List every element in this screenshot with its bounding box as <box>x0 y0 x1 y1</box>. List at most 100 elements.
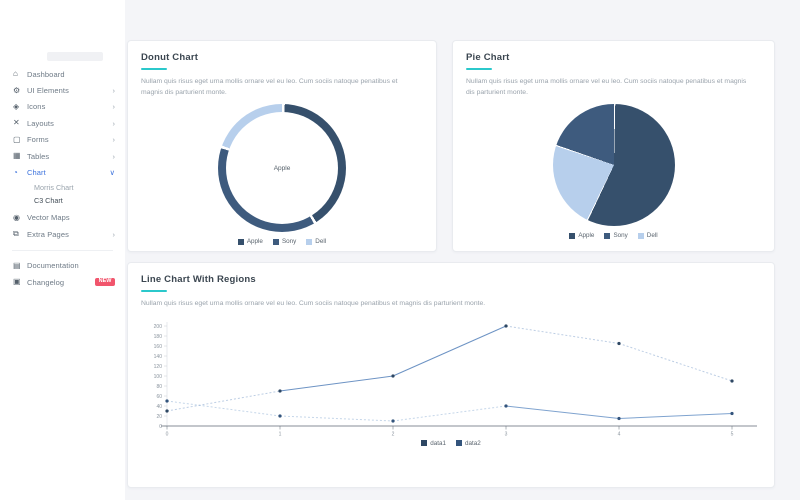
y-tick-label: 140 <box>154 353 163 359</box>
pie-chart-card: Pie Chart Nullam quis risus eget urna mo… <box>452 40 775 252</box>
data-point-data1[interactable] <box>165 408 169 413</box>
pie-legend: Apple Sony Dell <box>466 232 761 239</box>
legend-item-dell[interactable]: Dell <box>637 232 658 240</box>
data-point-data2[interactable] <box>391 418 395 423</box>
series-segment-data2 <box>618 412 733 419</box>
x-tick-label: 2 <box>392 431 395 437</box>
sidebar-item-documentation[interactable]: ▤ Documentation <box>0 258 125 274</box>
legend-item-sony[interactable]: Sony <box>604 232 628 240</box>
legend-label: data2 <box>465 439 481 447</box>
sidebar-item-label: Dashboard <box>27 69 65 79</box>
tables-icon: ▦ <box>13 151 21 161</box>
sidebar-item-changelog[interactable]: ▣ Changelog NEW <box>0 274 125 290</box>
forms-icon: ▢ <box>13 134 21 144</box>
sidebar-item-ui-elements[interactable]: ⚙ UI Elements › <box>0 82 125 98</box>
sidebar-item-label: Chart <box>27 168 46 178</box>
sidebar-nav: ⌂ Dashboard ⚙ UI Elements › ◈ Icons › ✕ Layouts › ▢… <box>0 66 125 290</box>
title-underline <box>141 290 167 292</box>
chevron-right-icon: › <box>112 229 116 239</box>
legend-label: Dell <box>315 238 327 246</box>
sidebar-item-dashboard[interactable]: ⌂ Dashboard <box>0 66 125 82</box>
line-chart-area: 0 20 40 60 80 100 120 140 160 180 200 0 1 2 3 4 5 data1 d… <box>141 318 761 447</box>
legend-label: Sony <box>613 232 628 240</box>
chevron-right-icon: › <box>112 118 116 128</box>
data-point-data1[interactable] <box>617 341 621 345</box>
sidebar-item-label: Forms <box>27 135 49 145</box>
chevron-down-icon: ∨ <box>109 168 116 178</box>
data-point-data2[interactable] <box>504 403 508 408</box>
pie-card-title: Pie Chart <box>466 52 510 63</box>
line-card-description: Nullam quis risus eget urna mollis ornar… <box>141 300 486 307</box>
sidebar-item-forms[interactable]: ▢ Forms › <box>0 132 125 148</box>
title-underline <box>466 68 492 70</box>
legend-swatch <box>421 440 428 447</box>
y-tick-label: 40 <box>156 403 162 409</box>
legend-item-data1[interactable]: data1 <box>421 440 446 447</box>
series-segment-data2 <box>166 400 281 417</box>
logo[interactable] <box>47 52 103 61</box>
chevron-right-icon: › <box>112 151 116 161</box>
donut-hole: Apple <box>226 112 338 225</box>
legend-swatch <box>456 440 462 447</box>
sidebar-item-label: Changelog <box>27 277 65 287</box>
legend-item-apple[interactable]: Apple <box>569 232 594 239</box>
sidebar-item-label: Vector Maps <box>27 213 70 223</box>
sidebar-item-tables[interactable]: ▦ Tables › <box>0 148 125 164</box>
data-point-data2[interactable] <box>617 416 621 420</box>
series-segment-data2 <box>279 415 394 422</box>
legend-item-dell[interactable]: Dell <box>306 238 326 245</box>
sidebar-submenu: Morris Chart C3 Chart <box>0 181 125 210</box>
sidebar-item-vector-maps[interactable]: ◉ Vector Maps <box>0 210 125 226</box>
sidebar-item-layouts[interactable]: ✕ Layouts › <box>0 115 125 131</box>
series-segment-data2 <box>392 405 507 422</box>
sidebar: ⌂ Dashboard ⚙ UI Elements › ◈ Icons › ✕ Layouts › ▢… <box>0 0 125 500</box>
sidebar-subitem-morris-chart[interactable]: Morris Chart <box>34 183 74 193</box>
line-chart[interactable]: 0 20 40 60 80 100 120 140 160 180 200 0 1 2 3 4 5 <box>141 318 763 438</box>
sidebar-item-icons[interactable]: ◈ Icons › <box>0 99 125 115</box>
y-tick-label: 100 <box>154 373 163 379</box>
data-point-data1[interactable] <box>730 378 734 383</box>
sidebar-item-label: UI Elements <box>27 86 69 96</box>
line-card-title: Line Chart With Regions <box>141 274 256 285</box>
ui-elements-icon: ⚙ <box>13 85 21 95</box>
series-segment-data1 <box>166 390 281 412</box>
data-point-data1[interactable] <box>504 323 508 328</box>
home-icon: ⌂ <box>13 69 18 79</box>
data-point-data2[interactable] <box>165 398 169 403</box>
sidebar-item-chart[interactable]: ◔ Chart ∨ <box>0 164 125 180</box>
data-point-data1[interactable] <box>391 373 395 378</box>
legend-label: data1 <box>430 439 446 447</box>
legend-label: Sony <box>281 238 297 246</box>
donut-card-description: Nullam quis risus eget urna mollis ornar… <box>141 78 398 96</box>
y-tick-label: 180 <box>154 333 163 339</box>
y-tick-label: 200 <box>154 323 163 329</box>
x-tick-label: 3 <box>505 431 508 437</box>
data-point-data2[interactable] <box>730 411 734 415</box>
legend-swatch <box>272 238 279 245</box>
legend-swatch <box>237 238 244 245</box>
series-segment-data1 <box>618 342 733 382</box>
legend-swatch <box>604 232 611 239</box>
legend-item-data2[interactable]: data2 <box>456 440 481 447</box>
changelog-icon: ▣ <box>13 277 21 287</box>
sidebar-subitem-c3-chart[interactable]: C3 Chart <box>34 195 63 205</box>
legend-swatch <box>569 232 576 239</box>
legend-item-apple[interactable]: Apple <box>237 238 263 245</box>
y-tick-label: 80 <box>156 383 162 389</box>
legend-label: Dell <box>646 232 658 240</box>
line-chart-legend: data1 data2 <box>141 440 761 447</box>
extra-pages-icon: ⧉ <box>13 229 19 239</box>
pie-chart[interactable] <box>552 104 675 227</box>
legend-item-sony[interactable]: Sony <box>272 238 297 246</box>
data-point-data1[interactable] <box>278 388 282 393</box>
series-segment-data1 <box>279 375 394 392</box>
pie-card-description: Nullam quis risus eget urna mollis ornar… <box>466 78 747 96</box>
y-tick-label: 160 <box>154 343 163 349</box>
data-point-data2[interactable] <box>278 413 282 418</box>
donut-chart[interactable]: Apple <box>218 104 346 233</box>
sidebar-item-extra-pages[interactable]: ⧉ Extra Pages › <box>0 226 125 242</box>
y-tick-label: 120 <box>154 363 163 369</box>
line-chart-card: Line Chart With Regions Nullam quis risu… <box>127 262 775 488</box>
x-tick-label: 4 <box>618 431 621 437</box>
